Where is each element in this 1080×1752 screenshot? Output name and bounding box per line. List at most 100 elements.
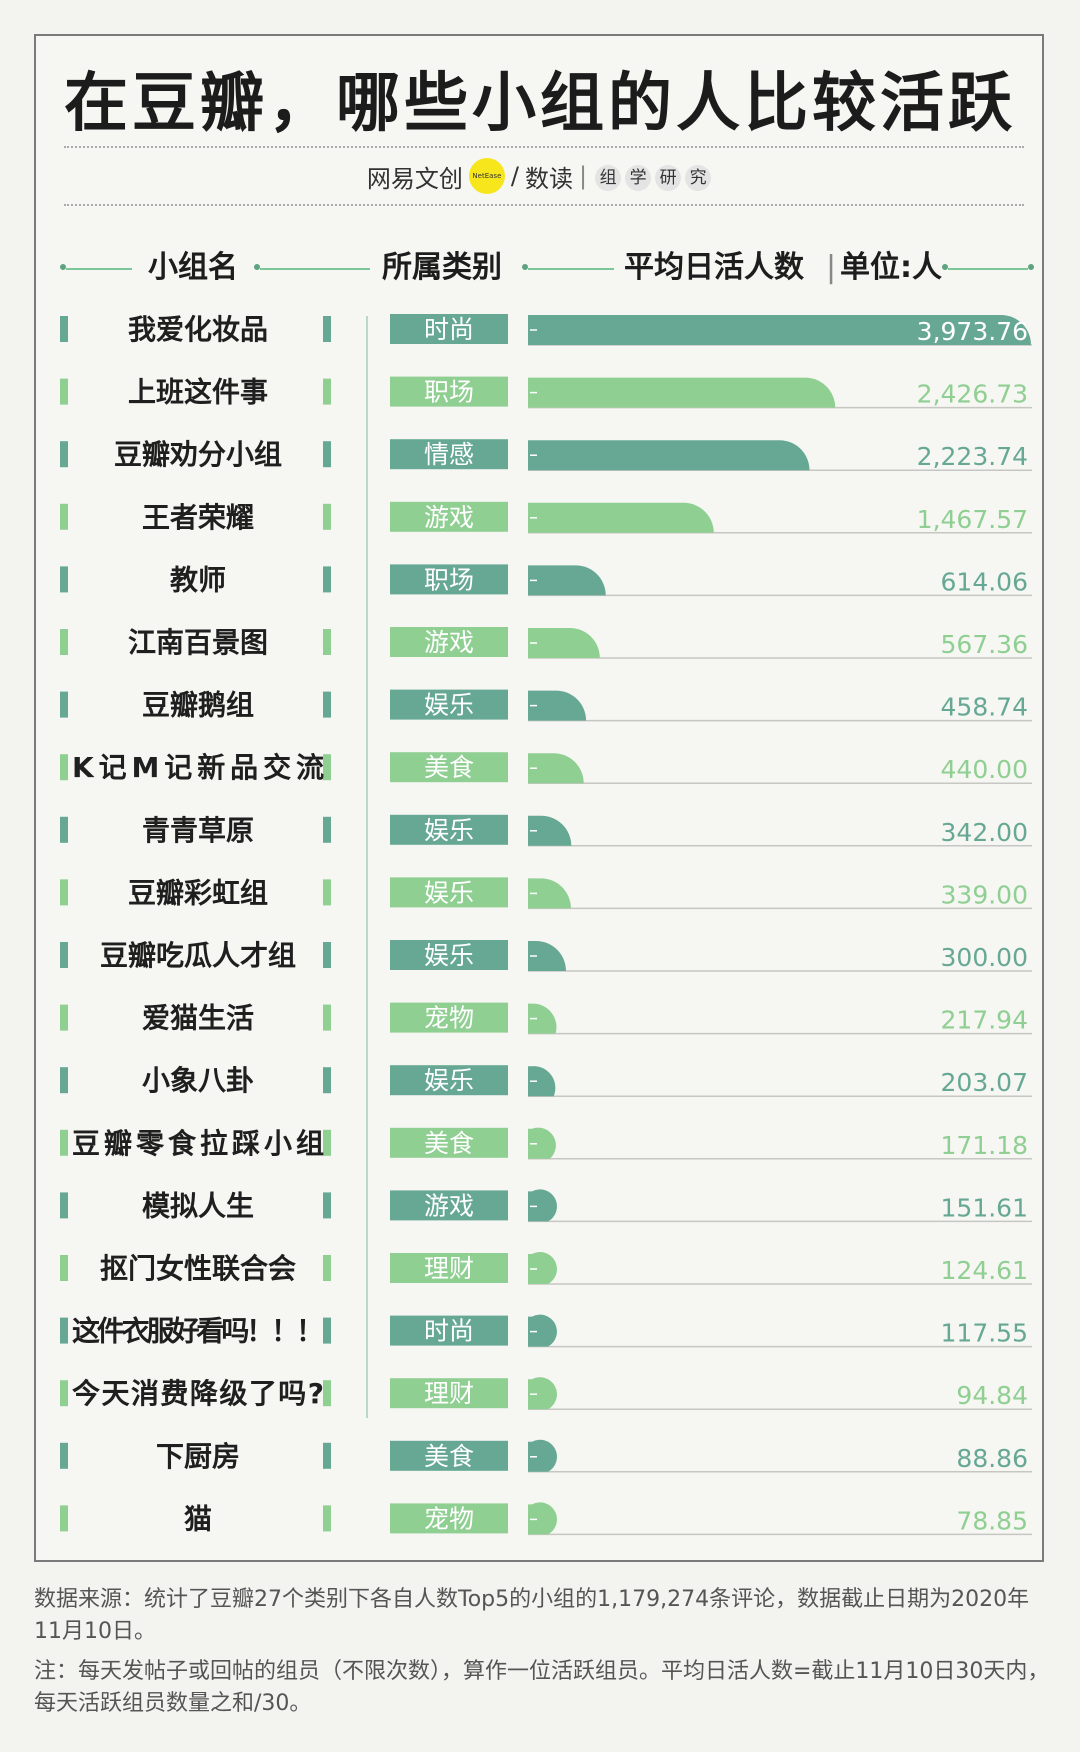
- group-column-rule: [366, 316, 368, 1418]
- category-tag-label: 情感: [424, 440, 474, 469]
- group-name-label: 豆瓣零食拉踩小组: [72, 1127, 324, 1160]
- row-bullet-right: [323, 1129, 331, 1156]
- category-tag-label: 游戏: [424, 628, 474, 657]
- row-bullet-left: [60, 691, 68, 718]
- header-rule: [66, 268, 132, 270]
- value-label: 3,973.76: [917, 317, 1028, 346]
- header-group-name: 小组名: [148, 250, 238, 285]
- category-tag: [390, 1127, 508, 1158]
- category-tag-label: 娱乐: [424, 691, 474, 720]
- value-label: 614.06: [941, 567, 1028, 596]
- value-label: 203.07: [941, 1068, 1028, 1097]
- group-name-label: 这件衣服好看吗！！！: [72, 1315, 324, 1348]
- category-tag-label: 美食: [424, 753, 474, 782]
- row-bullet-left: [60, 1442, 68, 1469]
- header-divider: |: [826, 250, 837, 285]
- row-bullet-left: [60, 441, 68, 468]
- category-tag: [390, 1378, 508, 1409]
- row-bullet-right: [323, 316, 331, 342]
- header-rule: [528, 268, 614, 270]
- row-bullet-right: [323, 1380, 331, 1407]
- dotted-divider-top: [64, 146, 1024, 148]
- category-tag: [390, 564, 508, 595]
- group-name-label: 下厨房: [156, 1440, 240, 1473]
- value-label: 88.86: [956, 1444, 1028, 1473]
- value-label: 94.84: [956, 1381, 1028, 1410]
- chart-title: 在豆瓣，哪些小组的人比较活跃: [64, 67, 1016, 141]
- bar: [528, 1377, 557, 1410]
- row-bullet-right: [323, 441, 331, 468]
- category-tag: [390, 1253, 508, 1283]
- header-dot: [1028, 264, 1034, 270]
- group-name-label: 豆瓣劝分小组: [114, 438, 282, 471]
- row-bullet-right: [323, 691, 331, 718]
- category-tag-label: 宠物: [424, 1504, 474, 1533]
- category-tag: [390, 814, 508, 845]
- row-bullet-right: [323, 1004, 331, 1031]
- row-bullet-left: [60, 378, 68, 405]
- category-tag-label: 理财: [424, 1379, 474, 1408]
- value-label: 458.74: [941, 693, 1028, 722]
- category-tag-label: 理财: [424, 1254, 474, 1283]
- bar: [528, 815, 572, 846]
- row-bullet-left: [60, 1505, 68, 1532]
- group-name-label: 爱猫生活: [142, 1002, 254, 1035]
- group-name-label: 豆瓣吃瓜人才组: [100, 939, 296, 972]
- group-name-label: 模拟人生: [142, 1189, 254, 1222]
- header-category: 所属类别: [382, 250, 502, 285]
- brand-name-part1: 网易文创: [366, 164, 463, 193]
- row-bullet-left: [60, 1380, 68, 1407]
- group-name-label: 小象八卦: [142, 1064, 254, 1097]
- value-label: 171.18: [941, 1131, 1028, 1160]
- brand-bar: 网易文创 NetEase / 数读 | 组学研究: [0, 156, 1080, 196]
- value-label: 339.00: [941, 880, 1028, 909]
- bar: [528, 377, 836, 408]
- category-tag-label: 游戏: [424, 503, 474, 532]
- chart-frame: [34, 34, 1044, 1562]
- group-name-label: 上班这件事: [128, 376, 268, 409]
- row-bullet-right: [323, 1067, 331, 1094]
- category-tag-label: 游戏: [424, 1191, 474, 1220]
- category-tag-label: 时尚: [424, 1317, 474, 1346]
- group-name-label: 教师: [170, 563, 226, 596]
- category-tag-label: 宠物: [424, 1004, 474, 1033]
- value-label: 151.61: [941, 1193, 1028, 1222]
- value-label: 440.00: [941, 755, 1028, 784]
- bar: [528, 941, 566, 971]
- row-bullet-left: [60, 1129, 68, 1156]
- row-bullet-left: [60, 503, 68, 530]
- row-bullet-right: [323, 754, 331, 781]
- row-bullet-right: [323, 629, 331, 655]
- category-tag-label: 美食: [424, 1129, 474, 1158]
- value-label: 567.36: [941, 630, 1028, 659]
- category-tag: [390, 439, 508, 470]
- group-name-label: 青青草原: [142, 814, 254, 847]
- row-bullet-left: [60, 942, 68, 968]
- bar: [528, 690, 587, 721]
- category-tag-label: 职场: [424, 565, 474, 594]
- dotted-divider-bottom: [64, 204, 1024, 206]
- bar: [528, 315, 1031, 345]
- definition-note: 注：每天发帖子或回帖的组员（不限次数），算作一位活跃组员。平均日活人数=截止11…: [34, 1659, 1050, 1716]
- category-tag-label: 美食: [424, 1442, 474, 1471]
- group-name-label: K记M记新品交流: [72, 751, 324, 784]
- group-name-label: 江南百景图: [128, 626, 268, 659]
- row-bullet-left: [60, 1067, 68, 1094]
- value-label: 1,467.57: [917, 505, 1028, 534]
- category-tag: [390, 877, 508, 908]
- logo-text: NetEase: [472, 172, 502, 180]
- value-label: 124.61: [941, 1256, 1028, 1285]
- row-bullet-right: [323, 942, 331, 968]
- row-bullet-right: [323, 378, 331, 405]
- row-bullet-right: [323, 816, 331, 843]
- category-tag-label: 时尚: [424, 315, 474, 344]
- bar: [528, 1127, 556, 1159]
- header-rule: [260, 268, 370, 270]
- header-dot: [522, 264, 528, 270]
- bar: [528, 1066, 556, 1097]
- brand-divider: |: [579, 162, 588, 190]
- value-label: 78.85: [956, 1506, 1028, 1535]
- bar: [528, 502, 714, 533]
- brand-name-part2: 数读: [525, 164, 573, 193]
